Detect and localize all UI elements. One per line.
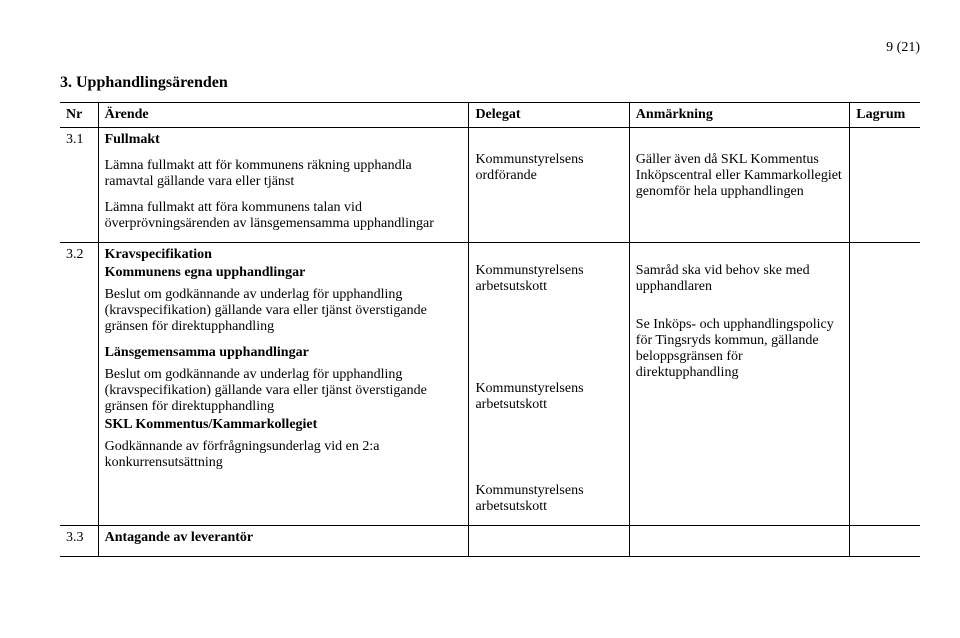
cell-delegat <box>469 526 629 557</box>
cell-anmark: Gäller även då SKL Kommentus Inköpscentr… <box>629 128 850 243</box>
cell-delegat: Kommunstyrelsens ordförande <box>469 128 629 243</box>
cell-anmark <box>629 526 850 557</box>
row-title: Antagande av leverantör <box>105 530 254 545</box>
delegat-text: Kommunstyrelsens arbetsutskott <box>475 263 622 295</box>
arende-paragraph: Beslut om godkännande av underlag för up… <box>105 287 463 335</box>
delegat-text: Kommunstyrelsens arbetsutskott <box>475 483 622 515</box>
cell-arende: Fullmakt Lämna fullmakt att för kommunen… <box>98 128 469 243</box>
col-header-arende: Ärende <box>98 103 469 128</box>
arende-paragraph: Beslut om godkännande av underlag för up… <box>105 367 463 415</box>
table-row: 3.2 Kravspecifikation Kommunens egna upp… <box>60 243 920 526</box>
main-table: Nr Ärende Delegat Anmärkning Lagrum 3.1 … <box>60 102 920 557</box>
cell-nr: 3.2 <box>60 243 98 526</box>
subsection-title: SKL Kommentus/Kammarkollegiet <box>105 417 463 433</box>
arende-paragraph: Lämna fullmakt att föra kommunens talan … <box>105 200 463 232</box>
page-number: 9 (21) <box>60 40 920 56</box>
cell-delegat: Kommunstyrelsens arbetsutskott Kommunsty… <box>469 243 629 526</box>
anmark-text: Gäller även då SKL Kommentus Inköpscentr… <box>636 152 844 200</box>
cell-lagrum <box>850 243 920 526</box>
col-header-anmark: Anmärkning <box>629 103 850 128</box>
arende-paragraph: Godkännande av förfrågningsunderlag vid … <box>105 439 463 471</box>
row-title: Fullmakt <box>105 132 463 148</box>
cell-anmark: Samråd ska vid behov ske med upphandlare… <box>629 243 850 526</box>
table-row: 3.3 Antagande av leverantör <box>60 526 920 557</box>
anmark-text: Se Inköps- och upphandlingspolicy för Ti… <box>636 317 844 381</box>
section-heading: 3. Upphandlingsärenden <box>60 74 920 92</box>
col-header-lagrum: Lagrum <box>850 103 920 128</box>
subsection-title: Länsgemensamma upphandlingar <box>105 345 463 361</box>
subsection-title: Kommunens egna upphandlingar <box>105 265 463 281</box>
row-title: Kravspecifikation <box>105 247 463 263</box>
table-row: 3.1 Fullmakt Lämna fullmakt att för komm… <box>60 128 920 243</box>
cell-nr: 3.3 <box>60 526 98 557</box>
cell-lagrum <box>850 526 920 557</box>
cell-lagrum <box>850 128 920 243</box>
anmark-text: Samråd ska vid behov ske med upphandlare… <box>636 263 844 295</box>
col-header-nr: Nr <box>60 103 98 128</box>
cell-nr: 3.1 <box>60 128 98 243</box>
table-header-row: Nr Ärende Delegat Anmärkning Lagrum <box>60 103 920 128</box>
col-header-delegat: Delegat <box>469 103 629 128</box>
delegat-text: Kommunstyrelsens arbetsutskott <box>475 381 622 413</box>
cell-arende: Antagande av leverantör <box>98 526 469 557</box>
arende-paragraph: Lämna fullmakt att för kommunens räkning… <box>105 158 463 190</box>
delegat-text: Kommunstyrelsens ordförande <box>475 152 622 184</box>
cell-arende: Kravspecifikation Kommunens egna upphand… <box>98 243 469 526</box>
